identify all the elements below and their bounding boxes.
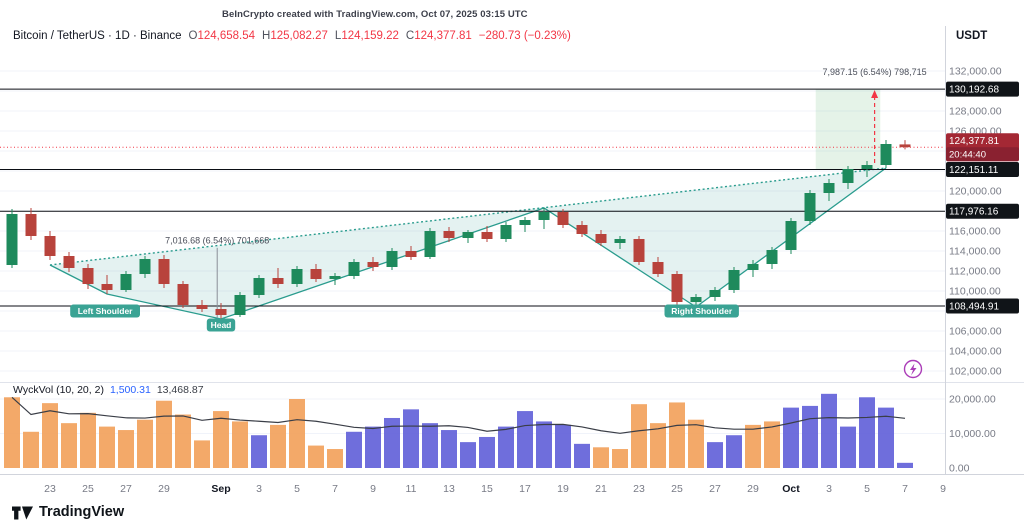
svg-text:Left Shoulder: Left Shoulder <box>78 306 133 316</box>
svg-text:15: 15 <box>481 483 493 495</box>
svg-text:108,494.91: 108,494.91 <box>949 302 999 313</box>
volume-layer <box>4 393 913 468</box>
indicator-value-2: 13,468.87 <box>156 384 204 396</box>
svg-text:102,000.00: 102,000.00 <box>949 366 1002 378</box>
high-value: 125,082.27 <box>270 30 328 42</box>
svg-text:122,151.11: 122,151.11 <box>949 165 999 176</box>
close-value: 124,377.81 <box>414 30 472 42</box>
svg-text:11: 11 <box>406 483 417 495</box>
svg-text:112,000.00: 112,000.00 <box>949 266 1001 278</box>
current-price-badge: 124,377.81 20:44:40 <box>946 133 1019 162</box>
svg-text:130,192.68: 130,192.68 <box>949 85 999 96</box>
low-label: L <box>334 30 342 42</box>
change-value: −280.73 (−0.23%) <box>478 30 571 42</box>
svg-text:0.00: 0.00 <box>949 463 970 475</box>
svg-text:3: 3 <box>256 483 262 495</box>
svg-text:29: 29 <box>158 483 170 495</box>
levels-layer <box>0 88 945 307</box>
indicator-name[interactable]: WyckVol (10, 20, 2) <box>13 384 104 396</box>
watermark-text: BeInCrypto created with TradingView.com,… <box>222 9 528 20</box>
pattern-labels-layer: Left Shoulder Head Right Shoulder <box>70 304 739 332</box>
indicator-legend[interactable]: WyckVol (10, 20, 2) 1,500.31 13,468.87 <box>13 384 204 396</box>
pattern-label-right-shoulder: Right Shoulder <box>664 304 739 318</box>
low-value: 124,159.22 <box>341 30 399 42</box>
level-price-badge: 122,151.11 <box>946 161 1019 177</box>
indicator-value-1: 1,500.31 <box>109 384 151 396</box>
candles-layer <box>6 140 911 319</box>
svg-text:Sep: Sep <box>211 483 230 495</box>
close-label: C <box>405 30 415 42</box>
svg-text:Right Shoulder: Right Shoulder <box>671 306 733 316</box>
svg-text:110,000.00: 110,000.00 <box>949 286 1001 298</box>
svg-text:5: 5 <box>864 483 870 495</box>
volume-ma-line <box>11 396 906 434</box>
svg-text:21: 21 <box>595 483 607 495</box>
projection-layer <box>815 89 881 170</box>
svg-text:132,000.00: 132,000.00 <box>949 66 1002 78</box>
svg-text:120,000.00: 120,000.00 <box>949 186 1002 198</box>
pattern-label-left-shoulder: Left Shoulder <box>70 304 140 318</box>
svg-text:3: 3 <box>826 483 832 495</box>
svg-text:Oct: Oct <box>782 483 800 495</box>
target-projection-box <box>815 89 881 170</box>
svg-text:116,000.00: 116,000.00 <box>949 226 1001 238</box>
svg-text:27: 27 <box>120 483 132 495</box>
svg-text:29: 29 <box>747 483 759 495</box>
high-label: H <box>262 30 271 42</box>
currency-label: USDT <box>956 30 988 42</box>
svg-text:7: 7 <box>902 483 908 495</box>
svg-text:114,000.00: 114,000.00 <box>949 246 1001 258</box>
svg-text:7,016.68 (6.54%) 701,668: 7,016.68 (6.54%) 701,668 <box>165 236 269 246</box>
open-label: O <box>188 30 198 42</box>
symbol-legend[interactable]: Bitcoin / TetherUS · 1D · Binance O124,65… <box>13 30 571 42</box>
jump-to-realtime-button[interactable] <box>903 359 923 379</box>
svg-text:7: 7 <box>332 483 338 495</box>
price-badges-layer: 130,192.68 124,377.81 20:44:40 122,151.11 11… <box>946 81 1019 314</box>
level-price-badge: 117,976.16 <box>946 203 1019 219</box>
svg-text:124,377.81: 124,377.81 <box>949 136 999 147</box>
level-price-badge: 108,494.91 <box>946 298 1019 314</box>
svg-text:23: 23 <box>44 483 56 495</box>
axes-layer: 132,000.00128,000.00126,000.00120,000.00… <box>0 26 1024 475</box>
svg-text:128,000.00: 128,000.00 <box>949 106 1002 118</box>
svg-text:106,000.00: 106,000.00 <box>949 326 1002 338</box>
svg-text:19: 19 <box>557 483 569 495</box>
svg-text:20:44:40: 20:44:40 <box>949 150 986 161</box>
svg-text:10,000.00: 10,000.00 <box>949 428 996 440</box>
level-price-badge: 130,192.68 <box>946 81 1019 97</box>
pattern-label-head: Head <box>206 318 236 332</box>
svg-text:7,987.15 (6.54%) 798,715: 7,987.15 (6.54%) 798,715 <box>823 67 927 77</box>
svg-text:20,000.00: 20,000.00 <box>949 394 996 406</box>
open-value: 124,658.54 <box>197 30 256 42</box>
svg-text:27: 27 <box>709 483 721 495</box>
tradingview-brand-text: TradingView <box>39 504 125 520</box>
symbol-title[interactable]: Bitcoin / TetherUS · 1D · Binance <box>13 30 182 42</box>
svg-text:104,000.00: 104,000.00 <box>949 346 1002 358</box>
time-axis[interactable]: 23 25 27 29 Sep 3 5 7 9 11 13 15 17 19 21 23 25 27 29 Oct 3 5… <box>44 483 946 495</box>
chart-canvas[interactable]: 7,016.68 (6.54%) 701,668 7,987.15 (6.54%)… <box>0 0 1024 502</box>
svg-text:117,976.16: 117,976.16 <box>949 207 999 218</box>
svg-text:9: 9 <box>370 483 376 495</box>
svg-text:17: 17 <box>519 483 531 495</box>
svg-text:25: 25 <box>671 483 683 495</box>
tradingview-logo-icon <box>12 506 33 520</box>
svg-text:13: 13 <box>443 483 455 495</box>
svg-text:5: 5 <box>294 483 300 495</box>
grid-layer <box>0 70 945 434</box>
annotations-layer: 7,016.68 (6.54%) 701,668 7,987.15 (6.54%)… <box>165 67 927 319</box>
svg-text:9: 9 <box>940 483 946 495</box>
svg-text:25: 25 <box>82 483 94 495</box>
svg-text:23: 23 <box>633 483 645 495</box>
svg-text:Head: Head <box>211 320 232 330</box>
tradingview-logo-link[interactable]: TradingView <box>12 503 124 521</box>
